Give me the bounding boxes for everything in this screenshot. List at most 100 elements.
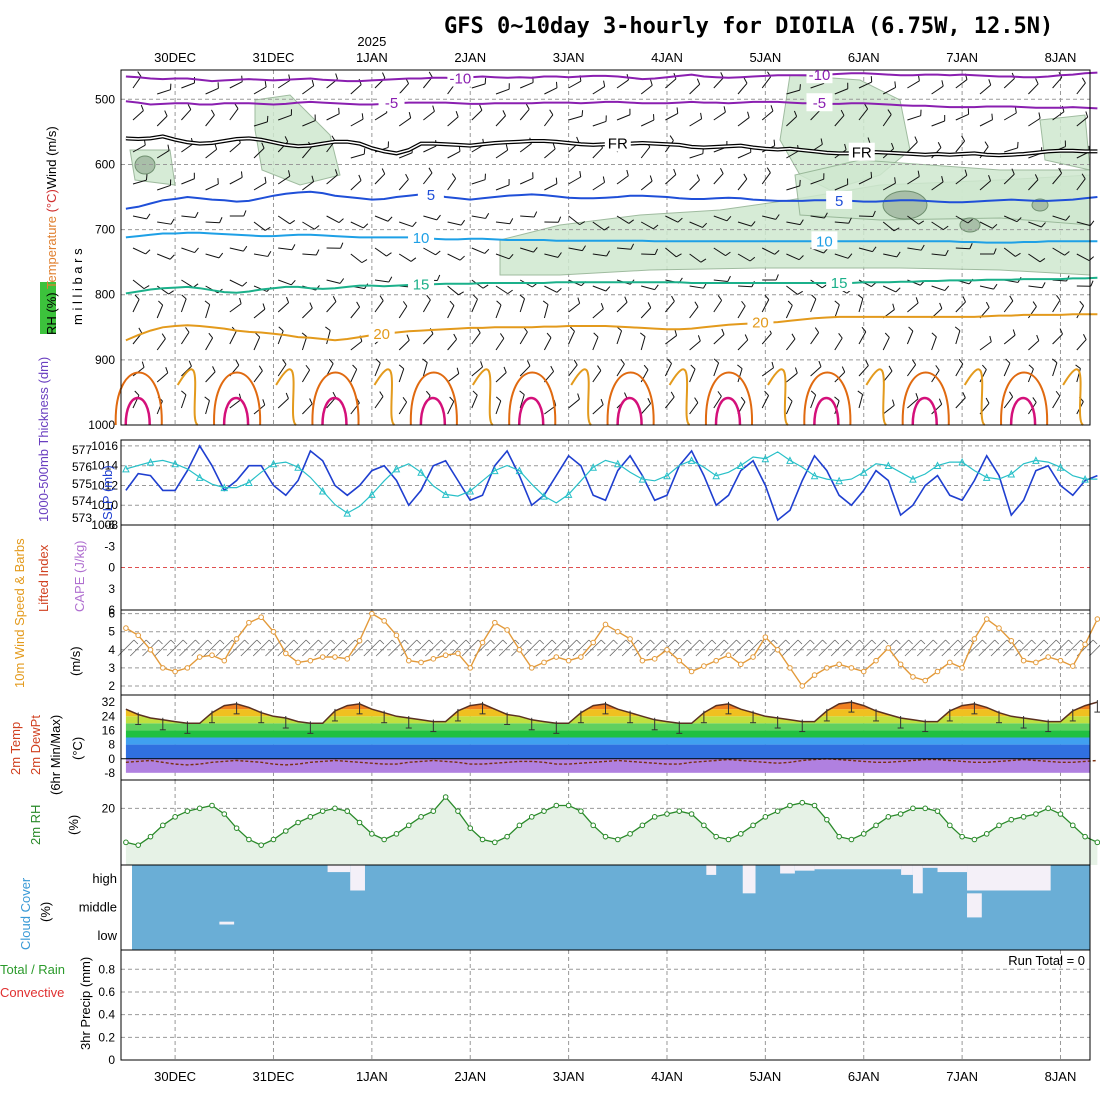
- wind-barb: [301, 369, 311, 383]
- wind-barb-flag: [918, 220, 925, 225]
- wind-barb: [858, 177, 872, 185]
- wind-barb-flag: [557, 216, 562, 223]
- wind-barb-flag: [145, 174, 148, 181]
- isotherm-label-bg: [747, 312, 774, 331]
- wind-barb-flag: [993, 248, 997, 255]
- wind-barb-flag: [744, 334, 749, 341]
- wind-barb-flag: [240, 171, 243, 178]
- wind-barb: [302, 120, 316, 127]
- wind-barb: [181, 279, 194, 288]
- wind-barb-flag: [787, 396, 793, 402]
- rh-point: [1057, 811, 1064, 817]
- wind-speed-point: [947, 659, 953, 666]
- wind-barb: [374, 396, 384, 409]
- wind-barb-flag: [667, 358, 672, 364]
- wind-barb: [834, 88, 848, 95]
- thickness-marker: [466, 486, 475, 495]
- wind-barb: [713, 77, 724, 89]
- wind-barb-flag: [361, 259, 368, 264]
- surface-wind-barb-flag: [379, 639, 385, 645]
- wind-barb: [931, 285, 946, 292]
- thickness-marker: [318, 486, 327, 495]
- wind-barb-flag: [286, 296, 290, 303]
- wind-barb: [592, 86, 605, 95]
- wind-barb: [955, 330, 961, 345]
- thickness-marker: [368, 490, 376, 498]
- wind-barb: [640, 84, 653, 95]
- wind-barb: [931, 120, 945, 127]
- wind-barb-flag: [794, 367, 798, 374]
- precip-frame: [120, 949, 1091, 1061]
- wind-barb: [786, 221, 801, 226]
- rh-point: [836, 833, 842, 840]
- surface-wind-barb: [166, 639, 184, 657]
- wind-speed-point: [1057, 657, 1064, 664]
- thickness-tick-label: 575: [72, 477, 92, 491]
- wind-barb: [713, 334, 725, 345]
- wind-barb: [519, 108, 530, 121]
- wind-barb-flag: [1035, 78, 1039, 85]
- rh-high-shading: [134, 155, 156, 175]
- wind-barb-flag: [1016, 217, 1022, 223]
- wind-barb: [907, 141, 918, 153]
- wind-barb: [568, 80, 582, 89]
- wind-barb: [785, 305, 793, 319]
- rh-point: [492, 839, 498, 846]
- wind-barb: [471, 179, 486, 185]
- wind-barb: [713, 111, 726, 121]
- wind-barb: [229, 81, 243, 89]
- wind-barb-flag: [1075, 364, 1081, 369]
- wind-speed-point: [160, 665, 166, 671]
- wind-barb-flag: [964, 169, 968, 176]
- wind-barb-flag: [713, 358, 719, 364]
- thickness-marker: [195, 473, 204, 481]
- wind-barb: [640, 336, 646, 351]
- wind-barb: [882, 404, 895, 415]
- temp-band: [125, 737, 1090, 745]
- wind-barb: [1076, 178, 1086, 191]
- wind-barb-flag: [482, 284, 489, 289]
- isotherm-label: FR: [852, 145, 872, 162]
- wind-barb-flag: [479, 104, 483, 111]
- wind-barb: [713, 247, 726, 257]
- wind-barb: [277, 330, 284, 345]
- wind-barb: [543, 304, 549, 319]
- wind-barb-flag: [908, 326, 914, 332]
- wind-barb-flag: [654, 284, 659, 290]
- rh-point: [135, 842, 142, 848]
- wind-speed-point: [147, 646, 154, 653]
- surface-wind-barb-flag: [527, 639, 532, 645]
- wind-barb-flag: [204, 396, 210, 401]
- wind-barb-flag: [234, 103, 239, 109]
- wind-barb-flag: [787, 300, 793, 306]
- isotherm-25-arc: [767, 368, 789, 426]
- wind-barb-flag: [643, 364, 649, 371]
- wind-barb-flag: [605, 286, 611, 292]
- wind-barb: [689, 179, 700, 191]
- wind-barb: [568, 398, 580, 409]
- wind-barb-flag: [624, 392, 628, 399]
- wind-barb: [277, 364, 287, 377]
- wind-barb: [157, 221, 172, 225]
- rh-point: [1094, 839, 1100, 846]
- isotherm-25-arc: [1062, 368, 1084, 426]
- rh-point: [172, 814, 178, 820]
- wind-barb-flag: [647, 398, 652, 404]
- wind-barb-flag: [519, 390, 525, 396]
- surface-wind-barb: [953, 639, 971, 657]
- rh-point: [455, 808, 461, 814]
- rh-point: [651, 814, 658, 820]
- wind-barb-flag: [519, 294, 525, 300]
- wind-barb-flag: [243, 210, 247, 217]
- wind-barb-flag: [428, 167, 433, 174]
- surface-wind-barb: [941, 639, 959, 657]
- wind-barb: [1003, 300, 1014, 313]
- surface-wind-barb-flag: [932, 639, 938, 645]
- wind-barb: [157, 89, 171, 95]
- rh-point: [405, 822, 412, 829]
- rh-point: [246, 836, 252, 843]
- wind-barb: [786, 150, 799, 159]
- wind-barb-flag: [818, 360, 822, 367]
- date-label-top: 8JAN: [1045, 50, 1077, 65]
- wind-barb: [592, 285, 607, 292]
